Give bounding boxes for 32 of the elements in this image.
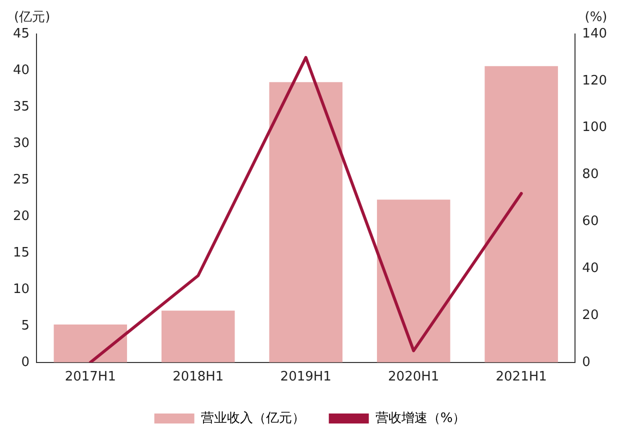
bar <box>376 200 450 362</box>
y2-tick-label: 140 <box>582 26 608 42</box>
x-tick-label: 2020H1 <box>388 370 440 385</box>
y-tick-label: 5 <box>21 318 30 334</box>
y2-tick-label: 0 <box>582 354 590 370</box>
y2-axis-title: (%) <box>584 10 608 25</box>
y-tick-label: 25 <box>12 172 30 188</box>
y-tick-label: 20 <box>12 208 30 224</box>
x-tick-label: 2019H1 <box>280 370 332 385</box>
y-tick-label: 15 <box>12 245 30 260</box>
legend-label: 营收增速（%） <box>375 410 466 426</box>
bar <box>54 324 128 362</box>
y-tick-label: 30 <box>12 136 30 151</box>
y-axis-title: (亿元) <box>14 10 50 25</box>
legend-label: 营业收入（亿元） <box>200 410 305 426</box>
y2-tick-label: 40 <box>582 260 599 276</box>
y2-tick-label: 120 <box>582 73 608 88</box>
x-tick-label: 2018H1 <box>172 370 224 385</box>
bar <box>269 82 342 362</box>
y-tick-label: 0 <box>21 354 30 370</box>
y2-tick-label: 100 <box>582 120 608 136</box>
y2-tick-label: 20 <box>582 308 599 323</box>
y-tick-label: 35 <box>12 99 30 114</box>
y-tick-label: 45 <box>12 26 30 42</box>
y2-tick-label: 60 <box>582 214 599 230</box>
x-tick-label: 2017H1 <box>64 370 116 385</box>
y-tick-label: 10 <box>12 282 30 297</box>
y-tick-label: 40 <box>12 62 30 78</box>
y2-tick-label: 80 <box>582 167 599 182</box>
bar <box>484 66 558 362</box>
bar <box>162 310 235 362</box>
x-tick-label: 2021H1 <box>496 370 547 385</box>
